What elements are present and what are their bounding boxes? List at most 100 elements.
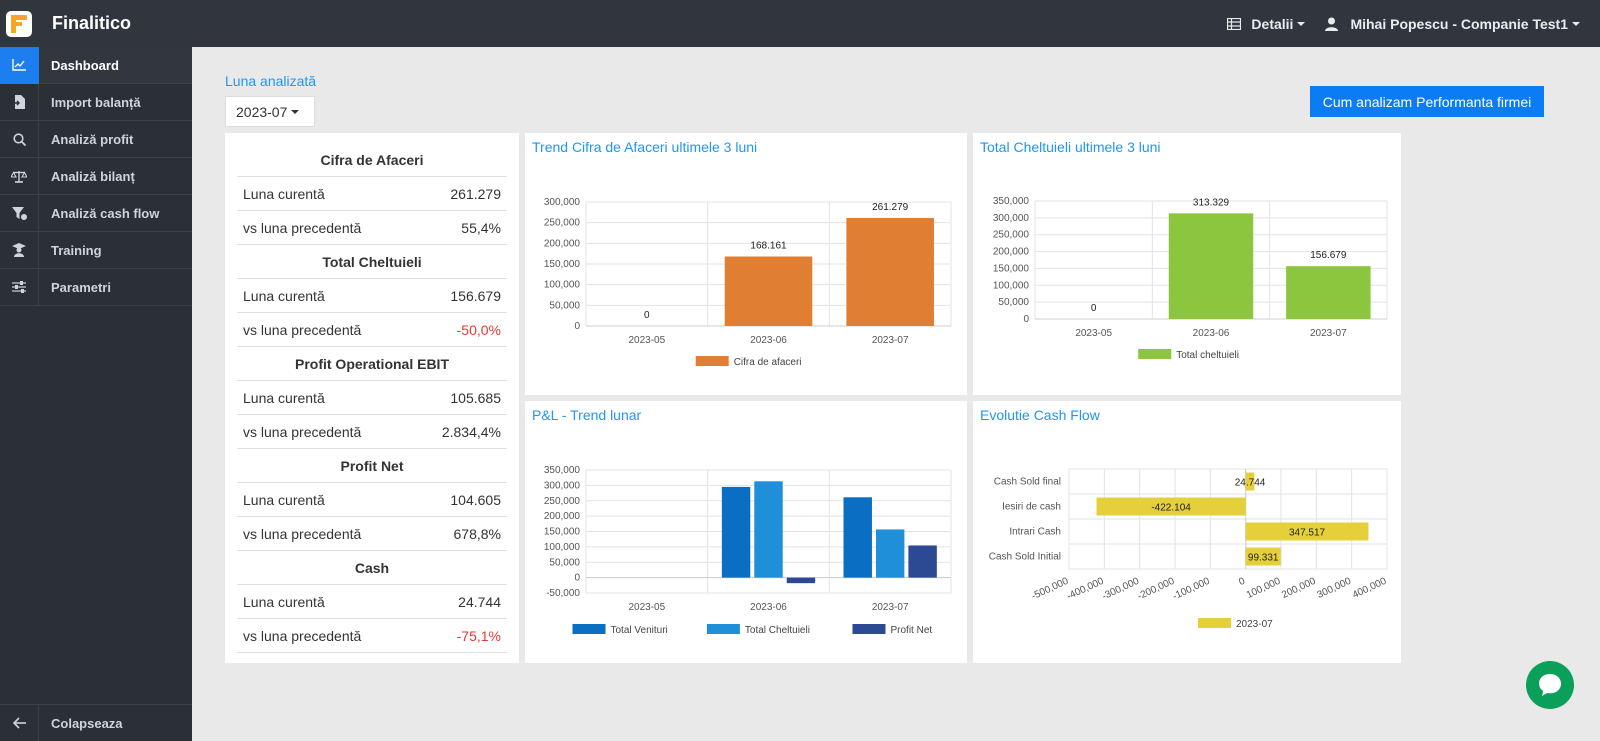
y-tick-label: 350,000 <box>993 196 1030 207</box>
app-title: Finalitico <box>52 13 132 33</box>
bar <box>846 218 934 326</box>
bar <box>754 481 783 578</box>
sidebar-item-training[interactable]: Training <box>0 231 192 269</box>
kpi-section-title: Cifra de Afaceri <box>237 143 507 177</box>
month-dropdown[interactable]: 2023-07 <box>225 96 315 127</box>
y-tick-label: 100,000 <box>993 280 1030 291</box>
x-tick-label: 2023-05 <box>628 602 665 613</box>
sidebar-item-parametri[interactable]: Parametri <box>0 268 192 306</box>
y-tick-label: 350,000 <box>544 465 581 476</box>
data-label: 0 <box>1091 303 1097 314</box>
bar <box>1096 497 1246 516</box>
kpi-row: Luna curentă 104.605 <box>237 483 507 517</box>
kpi-value: 156.679 <box>450 287 501 304</box>
details-menu[interactable]: Detalii <box>1227 16 1306 32</box>
arrow-left-icon <box>12 717 26 729</box>
collapse-sidebar-button[interactable]: Colapseaza <box>0 704 192 741</box>
kpi-value: 678,8% <box>453 525 501 542</box>
main-content: Luna analizată 2023-07 Cum analizam Perf… <box>192 47 1600 741</box>
sidebar-item-profit[interactable]: Analiză profit <box>0 120 192 158</box>
bar <box>875 529 905 578</box>
y-tick-label: 200,000 <box>544 511 581 522</box>
sidebar-item-label: Dashboard <box>51 57 119 73</box>
x-tick-label: 2023-06 <box>750 335 787 346</box>
file-import-icon <box>13 95 25 109</box>
kpi-value: 104.605 <box>450 491 501 508</box>
kpi-row: vs luna precedentă 2.834,4% <box>237 415 507 449</box>
data-label: 99.331 <box>1248 553 1279 564</box>
x-tick-label: 2023-05 <box>628 335 665 346</box>
y-tick-label: 250,000 <box>544 496 581 507</box>
bar <box>1168 213 1254 319</box>
kpi-row: vs luna precedentă 678,8% <box>237 517 507 551</box>
kpi-value: 2.834,4% <box>441 423 501 440</box>
sidebar-item-cashflow[interactable]: Analiză cash flow <box>0 194 192 232</box>
chart-card-cash-flow: Evolutie Cash Flow -500,000 -400,000 -300,… <box>973 401 1401 663</box>
x-tick-label: -400,000 <box>1065 576 1106 603</box>
performance-guide-button[interactable]: Cum analizam Performanta firmei <box>1310 86 1544 117</box>
sidebar-item-bilant[interactable]: Analiză bilanț <box>0 157 192 195</box>
sidebar-item-label: Import balanță <box>51 94 141 110</box>
legend-label: Profit Net <box>891 625 933 636</box>
y-tick-label: 150,000 <box>993 263 1030 274</box>
y-tick-label: 300,000 <box>993 213 1030 224</box>
sidebar-item-label: Parametri <box>51 279 111 295</box>
app-logo[interactable] <box>6 10 32 37</box>
y-tick-label: 0 <box>574 573 580 584</box>
y-tick-label: 50,000 <box>549 557 580 568</box>
kpi-label: Luna curentă <box>243 287 325 304</box>
bar <box>1245 547 1281 566</box>
graduation-icon <box>12 243 26 257</box>
x-tick-label: 0 <box>1237 576 1247 589</box>
chevron-down-icon <box>1572 21 1580 26</box>
sidebar-item-import[interactable]: Import balanță <box>0 83 192 121</box>
bar <box>786 577 816 584</box>
table-icon <box>1227 17 1242 30</box>
x-tick-label: 2023-06 <box>1193 328 1230 339</box>
chart-card-total-chelt: Total Cheltuieli ultimele 3 luni 0 50,000… <box>973 133 1401 395</box>
chart-title: Total Cheltuieli ultimele 3 luni <box>980 139 1161 155</box>
y-tick-label: Cash Sold final <box>994 477 1061 488</box>
x-tick-label: -200,000 <box>1136 576 1177 603</box>
kpi-label: Luna curentă <box>243 389 325 406</box>
sidebar: Dashboard Import balanță Analiză profit … <box>0 46 192 741</box>
kpi-row: vs luna precedentă -75,1% <box>237 619 507 653</box>
kpi-label: vs luna precedentă <box>243 219 362 236</box>
legend-label: Cifra de afaceri <box>734 357 802 368</box>
y-tick-label: 200,000 <box>544 238 581 249</box>
data-label: -422.104 <box>1151 503 1191 514</box>
chat-bubble-icon <box>1539 674 1561 696</box>
legend-label: Total Cheltuieli <box>745 625 810 636</box>
sidebar-item-dashboard[interactable]: Dashboard <box>0 46 192 84</box>
legend-swatch <box>695 356 729 366</box>
chart-card-pl-trend: P&L - Trend lunar -50,000 0 50,000 100,000 1… <box>525 401 967 663</box>
user-menu[interactable]: Mihai Popescu - Companie Test1 <box>1325 16 1580 32</box>
search-icon <box>12 132 26 146</box>
kpi-label: Luna curentă <box>243 185 325 202</box>
x-tick-label: -100,000 <box>1171 576 1212 603</box>
month-value: 2023-07 <box>236 103 288 120</box>
kpi-label: vs luna precedentă <box>243 627 362 644</box>
kpi-section-title: Profit Net <box>237 449 507 483</box>
legend-label: 2023-07 <box>1236 619 1273 630</box>
legend-swatch <box>1198 618 1231 628</box>
data-label: 261.279 <box>872 202 909 213</box>
bar <box>843 497 872 578</box>
chart-title: Evolutie Cash Flow <box>980 407 1100 423</box>
y-tick-label: 200,000 <box>993 247 1030 258</box>
y-tick-label: -50,000 <box>546 588 580 599</box>
y-tick-label: Cash Sold Initial <box>989 552 1061 563</box>
chat-button[interactable] <box>1526 661 1574 709</box>
line-chart-icon <box>12 59 26 71</box>
y-tick-label: 50,000 <box>549 300 580 311</box>
y-tick-label: 150,000 <box>544 527 581 538</box>
data-label: 168.161 <box>750 240 787 251</box>
y-tick-label: 150,000 <box>544 259 581 270</box>
month-label: Luna analizată <box>225 73 317 89</box>
x-tick-label: 2023-06 <box>750 602 787 613</box>
chevron-down-icon <box>1297 21 1306 26</box>
y-tick-label: Intrari Cash <box>1009 527 1061 538</box>
kpi-value: 105.685 <box>450 389 501 406</box>
data-label: 313.329 <box>1193 197 1230 208</box>
x-tick-label: 2023-05 <box>1075 328 1112 339</box>
